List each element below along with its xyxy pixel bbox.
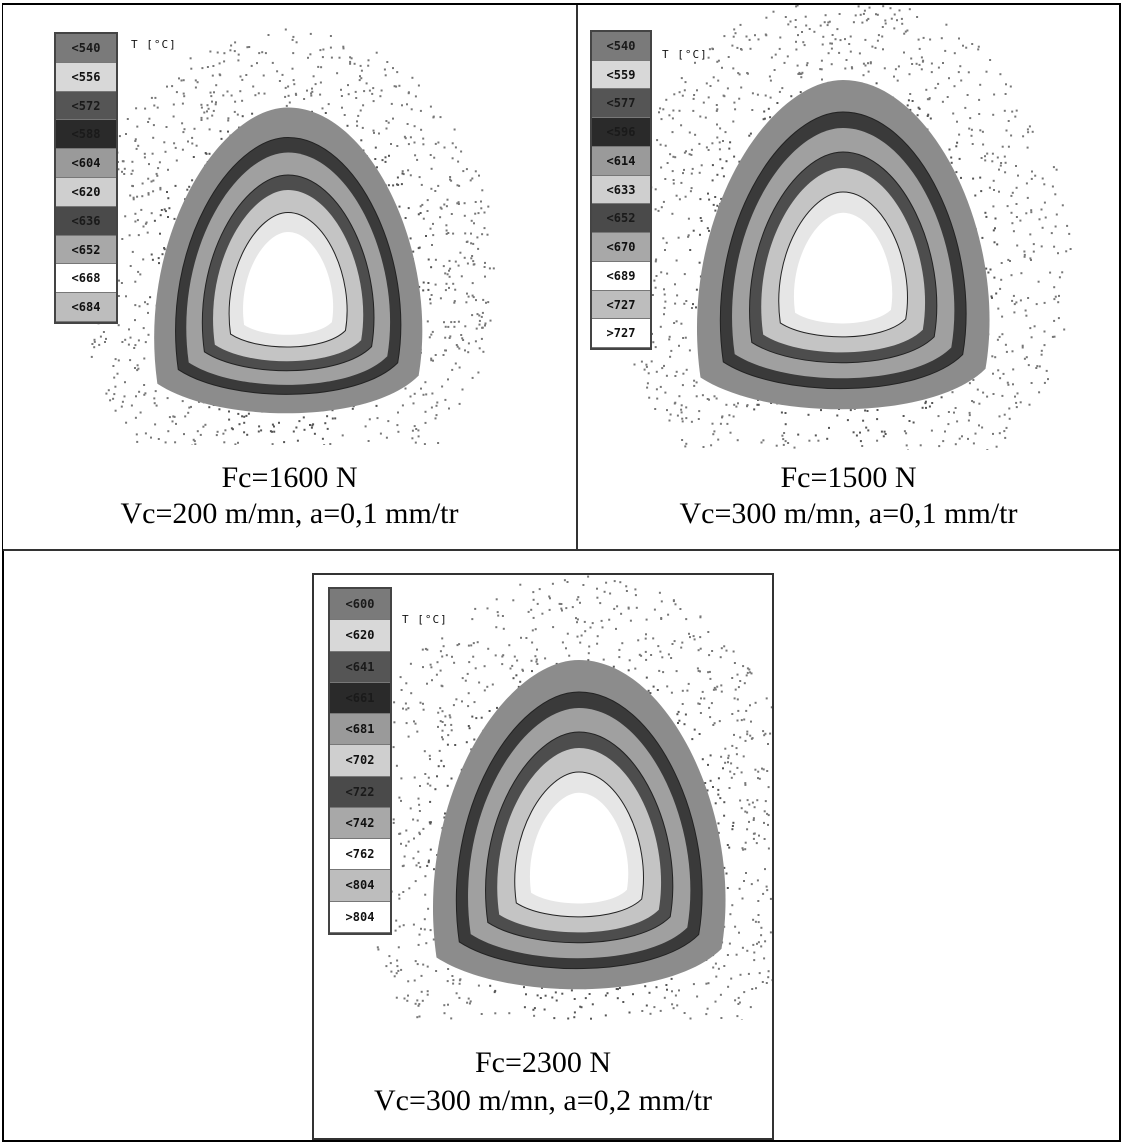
legend-item: <661	[330, 682, 390, 715]
legend-item: <604	[56, 149, 116, 178]
temperature-legend-1: <540 <556 <572 <588 <604 <620 <636 <652 <668 <684	[54, 32, 118, 324]
legend-item: <540	[592, 32, 650, 61]
temperature-legend-3: <600 <620 <641 <661 <681 <702 <722 <742 <762 <804…	[328, 587, 392, 935]
legend-item: <762	[330, 839, 390, 871]
legend-item: <572	[56, 91, 116, 121]
temperature-zone	[793, 212, 893, 324]
legend-item: <641	[330, 651, 390, 683]
legend-item: <727	[592, 290, 650, 320]
legend-item: <559	[592, 60, 650, 90]
caption-force-1: Fc=1600 N	[221, 461, 358, 494]
temperature-zone	[529, 792, 629, 904]
legend-item: >727	[592, 319, 650, 348]
thermal-map-2	[615, 5, 1072, 450]
caption-conditions-1: Vc=200 m/mn, a=0,1 mm/tr	[120, 497, 459, 530]
legend-item: >804	[330, 901, 390, 933]
unit-label-2: T [°C]	[662, 48, 708, 61]
legend-item: <722	[330, 776, 390, 808]
thermal-panel-1: <540 <556 <572 <588 <604 <620 <636 <652 <668 <684…	[3, 5, 578, 551]
legend-item: <702	[330, 745, 390, 777]
legend-item: <577	[592, 89, 650, 119]
legend-item: <636	[56, 206, 116, 236]
legend-item: <633	[592, 175, 650, 205]
legend-item: <681	[330, 714, 390, 746]
figure-frame	[2, 3, 1121, 1142]
unit-label-1: T [°C]	[131, 38, 177, 51]
thermal-panel-3: <600 <620 <641 <661 <681 <702 <722 <742 <762 <804…	[312, 573, 774, 1140]
temperature-legend-2: <540 <559 <577 <596 <614 <633 <652 <670 <689 <727…	[590, 30, 652, 350]
legend-item: <668	[56, 264, 116, 294]
thermal-panel-2: <540 <559 <577 <596 <614 <633 <652 <670 <689 <727…	[578, 5, 1119, 551]
legend-item: <600	[330, 589, 390, 621]
caption-conditions-3: Vc=300 m/mn, a=0,2 mm/tr	[374, 1084, 712, 1117]
legend-item: <620	[56, 178, 116, 207]
legend-item: <652	[592, 204, 650, 234]
unit-label-3: T [°C]	[402, 613, 448, 626]
caption-conditions-2: Vc=300 m/mn, a=0,1 mm/tr	[679, 497, 1018, 530]
legend-item: <652	[56, 235, 116, 265]
temperature-zone	[243, 232, 334, 335]
legend-item: <670	[592, 233, 650, 262]
legend-item: <689	[592, 261, 650, 291]
legend-item: <588	[56, 120, 116, 150]
legend-item: <684	[56, 293, 116, 322]
caption-force-3: Fc=2300 N	[474, 1046, 612, 1079]
legend-item: <742	[330, 807, 390, 840]
legend-item: <620	[330, 620, 390, 652]
legend-item: <614	[592, 146, 650, 176]
legend-item: <804	[330, 870, 390, 902]
thermal-map-1	[81, 28, 495, 445]
caption-force-2: Fc=1500 N	[780, 461, 917, 494]
legend-item: <540	[56, 34, 116, 63]
legend-item: <596	[592, 118, 650, 147]
legend-item: <556	[56, 62, 116, 92]
